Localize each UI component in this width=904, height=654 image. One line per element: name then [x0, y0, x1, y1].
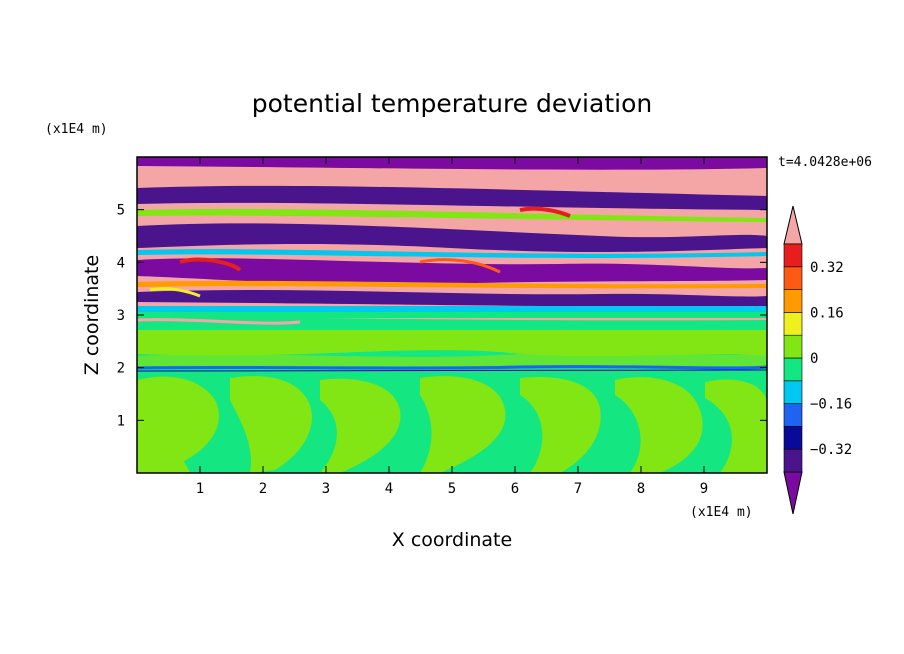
x-tick-label: 3 [322, 481, 330, 497]
colorbar-tick-label: 0 [810, 351, 818, 367]
colorbar-swatch [783, 266, 803, 290]
y-tick-label: 1 [117, 413, 125, 429]
y-axis-ticks: 1 2 3 4 5 [117, 203, 767, 429]
contour-field [137, 157, 767, 473]
colorbar: 0.32 0.16 0 −0.16 −0.32 [783, 205, 852, 515]
time-label: t=4.0428e+06 [778, 155, 872, 170]
colorbar-swatch [783, 243, 803, 268]
colorbar-tick-label: −0.16 [810, 397, 852, 413]
y-tick-label: 2 [117, 361, 125, 377]
colorbar-tick-label: −0.32 [810, 442, 852, 458]
x-tick-label: 6 [511, 481, 519, 497]
inversion-line [137, 365, 767, 370]
y-unit-label: (x1E4 m) [45, 122, 108, 137]
colorbar-swatch [783, 403, 803, 427]
x-tick-label: 9 [700, 481, 708, 497]
colorbar-swatch [783, 426, 803, 450]
x-tick-label: 5 [448, 481, 456, 497]
lower-blobs [137, 330, 767, 473]
x-tick-label: 7 [574, 481, 582, 497]
x-tick-label: 8 [637, 481, 645, 497]
colorbar-swatch [783, 312, 803, 336]
colorbar-swatch [783, 334, 803, 359]
x-tick-label: 2 [259, 481, 267, 497]
colorbar-cap-top [783, 205, 803, 245]
colorbar-tick-label: 0.32 [810, 260, 844, 276]
y-tick-label: 5 [117, 203, 125, 219]
x-unit-label: (x1E4 m) [690, 505, 753, 520]
y-tick-label: 4 [117, 255, 125, 271]
y-axis-label: Z coordinate [81, 255, 103, 375]
colorbar-tick-label: 0.16 [810, 305, 844, 321]
colorbar-cap-bottom [783, 471, 803, 515]
x-axis-label: X coordinate [392, 529, 512, 551]
upper-bands [137, 157, 767, 330]
colorbar-swatch [783, 357, 803, 382]
x-tick-label: 4 [385, 481, 393, 497]
colorbar-swatch [783, 380, 803, 404]
chart-title: potential temperature deviation [252, 89, 652, 118]
colorbar-swatch [783, 448, 803, 473]
y-tick-label: 3 [117, 308, 125, 324]
colorbar-swatch [783, 289, 803, 313]
x-tick-label: 1 [196, 481, 204, 497]
x-axis-ticks: 1 2 3 4 5 6 7 8 9 [196, 157, 708, 497]
